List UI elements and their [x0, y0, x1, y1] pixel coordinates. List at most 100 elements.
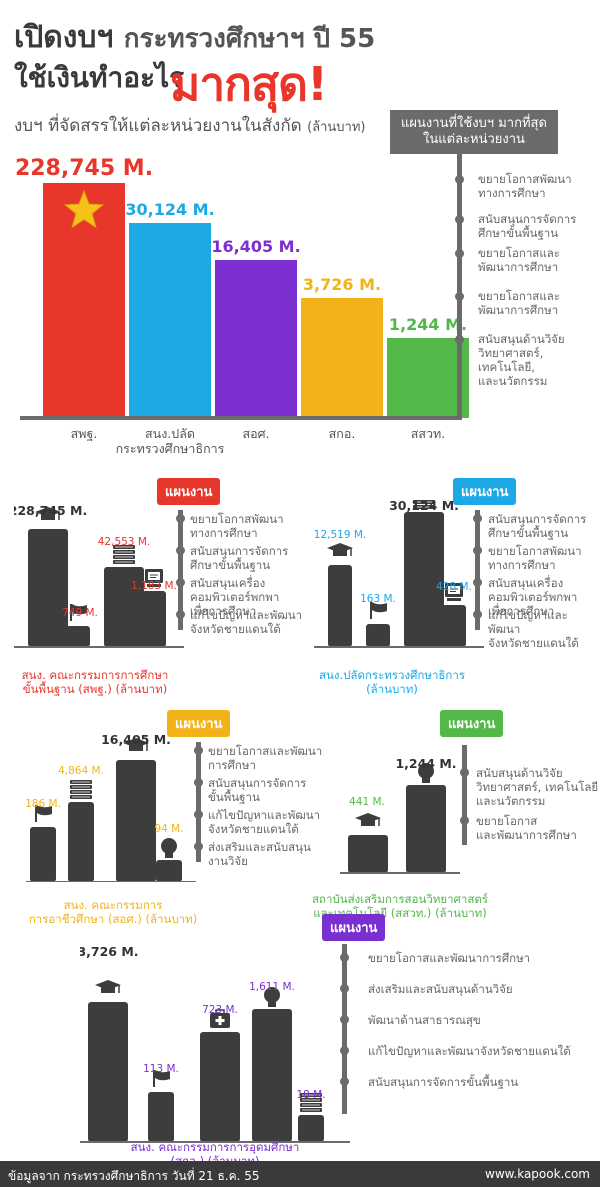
- sub-plan-item: สนับสนุนการจัดการขั้นพื้นฐาน: [368, 1075, 519, 1089]
- sub-bar: [68, 802, 94, 882]
- plan-dot: [340, 1015, 349, 1024]
- main-bar: [43, 183, 125, 418]
- subtitle-text: งบฯ ที่จัดสรรให้แต่ละหน่วยงานในสังกัด: [14, 116, 302, 136]
- plan-dot: [176, 546, 185, 555]
- plan-dot: [455, 175, 464, 184]
- main-bar-chart: 228,745 M. สพฐ. 30,124 M. สนง.ปลัดกระทรวงศึ…: [15, 140, 469, 456]
- sub-bar-value-label: 441 M.: [349, 796, 385, 808]
- sub-bar-value-label: 1,183 M.: [131, 580, 177, 592]
- bulb-icon: [264, 987, 280, 1007]
- sub-bar: [28, 529, 68, 647]
- plan-dot: [340, 953, 349, 962]
- title-line1: เปิดงบฯ: [14, 20, 114, 55]
- plan-tag: แผนงาน: [440, 710, 504, 737]
- main-plan-item: สนับสนุนการจัดการ ศึกษาขั้นพื้นฐาน: [478, 212, 577, 240]
- main-bar: [301, 298, 383, 418]
- plan-dot: [455, 215, 464, 224]
- books-icon: [70, 780, 92, 799]
- sub-plan-item: ส่งเสริมและสนับสนุน งานวิจัย: [208, 840, 311, 868]
- sub-bar-value-label: 4,864 M.: [58, 765, 104, 777]
- sub-bar-chart: 12,519 M. 163 M. 30,124 M. 428 M.: [314, 500, 484, 648]
- sub-bar: [156, 860, 182, 882]
- sub-bar: [142, 591, 166, 647]
- plan-dot: [473, 546, 482, 555]
- plan-dot: [194, 810, 203, 819]
- sub-bar-chart: 186 M. 4,864 M. 16,405 M. 94 M.: [26, 732, 196, 882]
- sub-bar-chart: 228,745 M. 749 M. 42,553 M. 1,183 M.: [14, 503, 184, 648]
- plan-dot: [473, 610, 482, 619]
- computer-icon: [145, 569, 163, 587]
- medical-kit-icon: [210, 1009, 230, 1028]
- graduation-cap-icon: [355, 813, 381, 826]
- sub-bar: [366, 624, 390, 647]
- sub-plan-item: แก้ไขปัญหาและพัฒนา จังหวัดชายแดนใต้: [190, 608, 303, 636]
- main-category-label: สสวท.: [411, 426, 446, 441]
- sub-plan-item: ขยายโอกาส และพัฒนาการศึกษา: [476, 814, 577, 842]
- sub-bar-value-label: 228,745 M.: [14, 503, 87, 518]
- plan-dot: [194, 778, 203, 787]
- sub-bar: [348, 835, 388, 873]
- sub-bar-value-label: 16,405 M.: [101, 732, 171, 747]
- sub-plan-item: แก้ไขปัญหาและพัฒนาจังหวัดชายแดนใต้: [368, 1044, 571, 1058]
- sub-bar-chart: 441 M. 1,244 M.: [340, 756, 460, 874]
- plan-tag: แผนงาน: [157, 478, 221, 505]
- sub-plan-item: สนับสนุนเครื่อง คอมพิวเตอร์พกพา เพื่อการ…: [488, 576, 578, 618]
- subtitle-unit: (ล้านบาท): [307, 120, 366, 135]
- sub-bar: [116, 760, 156, 882]
- sub-plan-item: แก้ไขปัญหาและพัฒนา จังหวัดชายแดนใต้: [488, 608, 579, 650]
- title-line2: ใช้เงินทำอะไร: [14, 61, 185, 94]
- main-plan-item: ขยายโอกาสและ พัฒนาการศึกษา: [478, 246, 560, 274]
- footer-source: ข้อมูลจาก กระทรวงศึกษาธิการ วันที่ 21 ธ.…: [8, 1169, 260, 1183]
- sub-bar-value-label: 428 M.: [436, 581, 472, 593]
- sub-bar-value-label: 186 M.: [26, 798, 61, 810]
- sub-bar: [66, 626, 90, 647]
- plan-dot: [340, 984, 349, 993]
- sub-chart-caption: สนง. คณะกรรมการ การอาชีวศึกษา (สอศ.) (ล้…: [28, 898, 198, 926]
- plan-dot: [176, 578, 185, 587]
- main-plan-item: ขยายโอกาสพัฒนา ทางการศึกษา: [478, 172, 572, 200]
- main-plans-list: ขยายโอกาสพัฒนา ทางการศึกษาสนับสนุนการจัด…: [0, 0, 600, 460]
- sub-divider: [475, 510, 480, 630]
- bulb-icon: [161, 838, 177, 858]
- main-bar-value-label: 16,405 M.: [211, 237, 300, 256]
- sub-plan-item: สนับสนุนเครื่อง คอมพิวเตอร์พกพา เพื่อการ…: [190, 576, 280, 618]
- plan-dot: [176, 514, 185, 523]
- flag-icon: [70, 604, 87, 621]
- main-bar-value-label: 30,124 M.: [125, 200, 214, 219]
- plan-dot: [455, 249, 464, 258]
- main-plan-item: ขยายโอกาสและ พัฒนาการศึกษา: [478, 289, 560, 317]
- sub-bar-value-label: 1,244 M.: [395, 756, 456, 771]
- sub-plan-item: ขยายโอกาสพัฒนา ทางการศึกษา: [190, 512, 284, 540]
- sub-bar-value-label: 749 M.: [62, 607, 98, 619]
- sub-bar: [104, 567, 144, 647]
- main-bar-value-label: 228,745 M.: [15, 156, 153, 181]
- sub-divider: [462, 745, 467, 845]
- sub-charts: แผนงาน 228,745 M. 749 M. 42,553 M. 1,183 M. ข…: [14, 478, 598, 1168]
- sub-bar-value-label: 163 M.: [360, 593, 396, 605]
- main-bar: [387, 338, 469, 418]
- plan-dot: [473, 578, 482, 587]
- plan-dot: [340, 1046, 349, 1055]
- plan-tag: แผนงาน: [322, 914, 386, 941]
- page-title: เปิดงบฯ กระทรวงศึกษาฯ ปี 55: [14, 14, 375, 61]
- main-category-label: สกอ.: [329, 426, 356, 441]
- graduation-cap-icon: [35, 507, 61, 520]
- sub-plan-item: แก้ไขปัญหาและพัฒนา จังหวัดชายแดนใต้: [208, 808, 321, 836]
- graduation-cap-icon: [95, 980, 121, 993]
- main-category-label: สอศ.: [242, 426, 269, 441]
- sub-bar: [252, 1009, 292, 1142]
- sub-bar: [200, 1032, 240, 1142]
- plan-tag: แผนงาน: [167, 710, 231, 737]
- sub-bar-value-label: 18 M.: [296, 1089, 325, 1101]
- sub-divider: [196, 742, 201, 862]
- main-plans-header: แผนงานที่ใช้งบฯ มากที่สุดในแต่ละหน่วยงาน: [390, 110, 558, 154]
- sub-divider: [342, 944, 347, 1114]
- sub-bar: [148, 1092, 174, 1142]
- sub-bar-value-label: 12,519 M.: [314, 529, 366, 541]
- sub-bar: [88, 1002, 128, 1142]
- main-bar-value-label: 3,726 M.: [303, 275, 381, 294]
- sub-bar-value-label: 3,726 M.: [80, 944, 139, 959]
- sub-chart-caption: สนง. คณะกรรมการการศึกษา ขั้นพื้นฐาน (สพฐ…: [21, 668, 169, 696]
- sub-plan-item: สนับสนุนการจัดการ ขั้นพื้นฐาน: [208, 776, 307, 804]
- main-category-label: สนง.ปลัดกระทรวงศึกษาธิการ: [116, 426, 225, 456]
